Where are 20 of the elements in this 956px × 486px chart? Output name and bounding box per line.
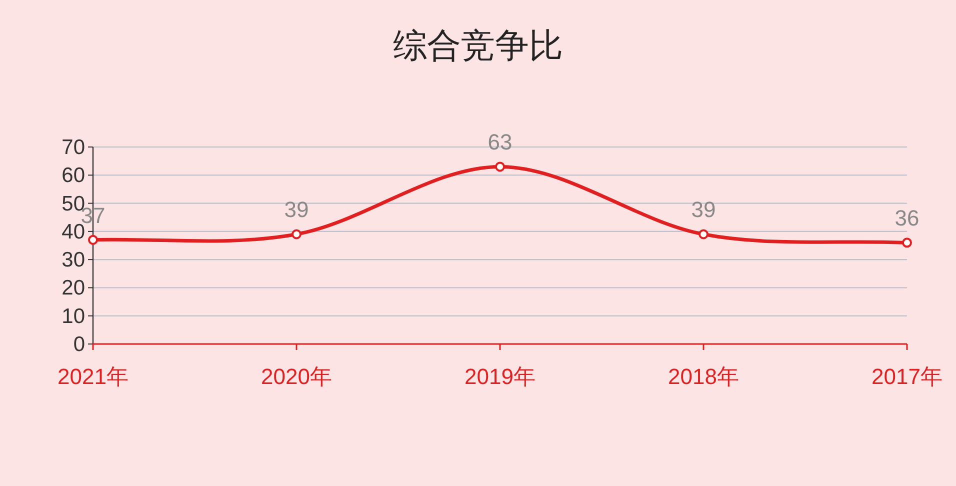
y-tick-label: 30 (62, 248, 85, 272)
y-tick-label: 0 (73, 333, 85, 356)
point (495, 162, 505, 172)
x-tick-label: 2020年 (261, 364, 332, 389)
y-tick-label: 20 (62, 276, 85, 300)
data-label: 39 (284, 197, 309, 222)
x-tick-label: 2017年 (872, 364, 942, 389)
x-tick-label: 2021年 (58, 364, 128, 389)
point (902, 238, 912, 248)
data-label: 36 (894, 206, 920, 231)
data-label: 39 (691, 197, 716, 222)
x-tick-label: 2018年 (668, 364, 739, 389)
title: 综合竞争比 (393, 27, 563, 65)
point (88, 234, 98, 245)
x-tick-label: 2019年 (464, 364, 536, 389)
y-tick-label: 10 (62, 304, 85, 328)
y-tick-label: 70 (62, 136, 85, 159)
point (698, 229, 708, 240)
y-tick-label: 60 (62, 164, 85, 188)
point (292, 229, 302, 240)
